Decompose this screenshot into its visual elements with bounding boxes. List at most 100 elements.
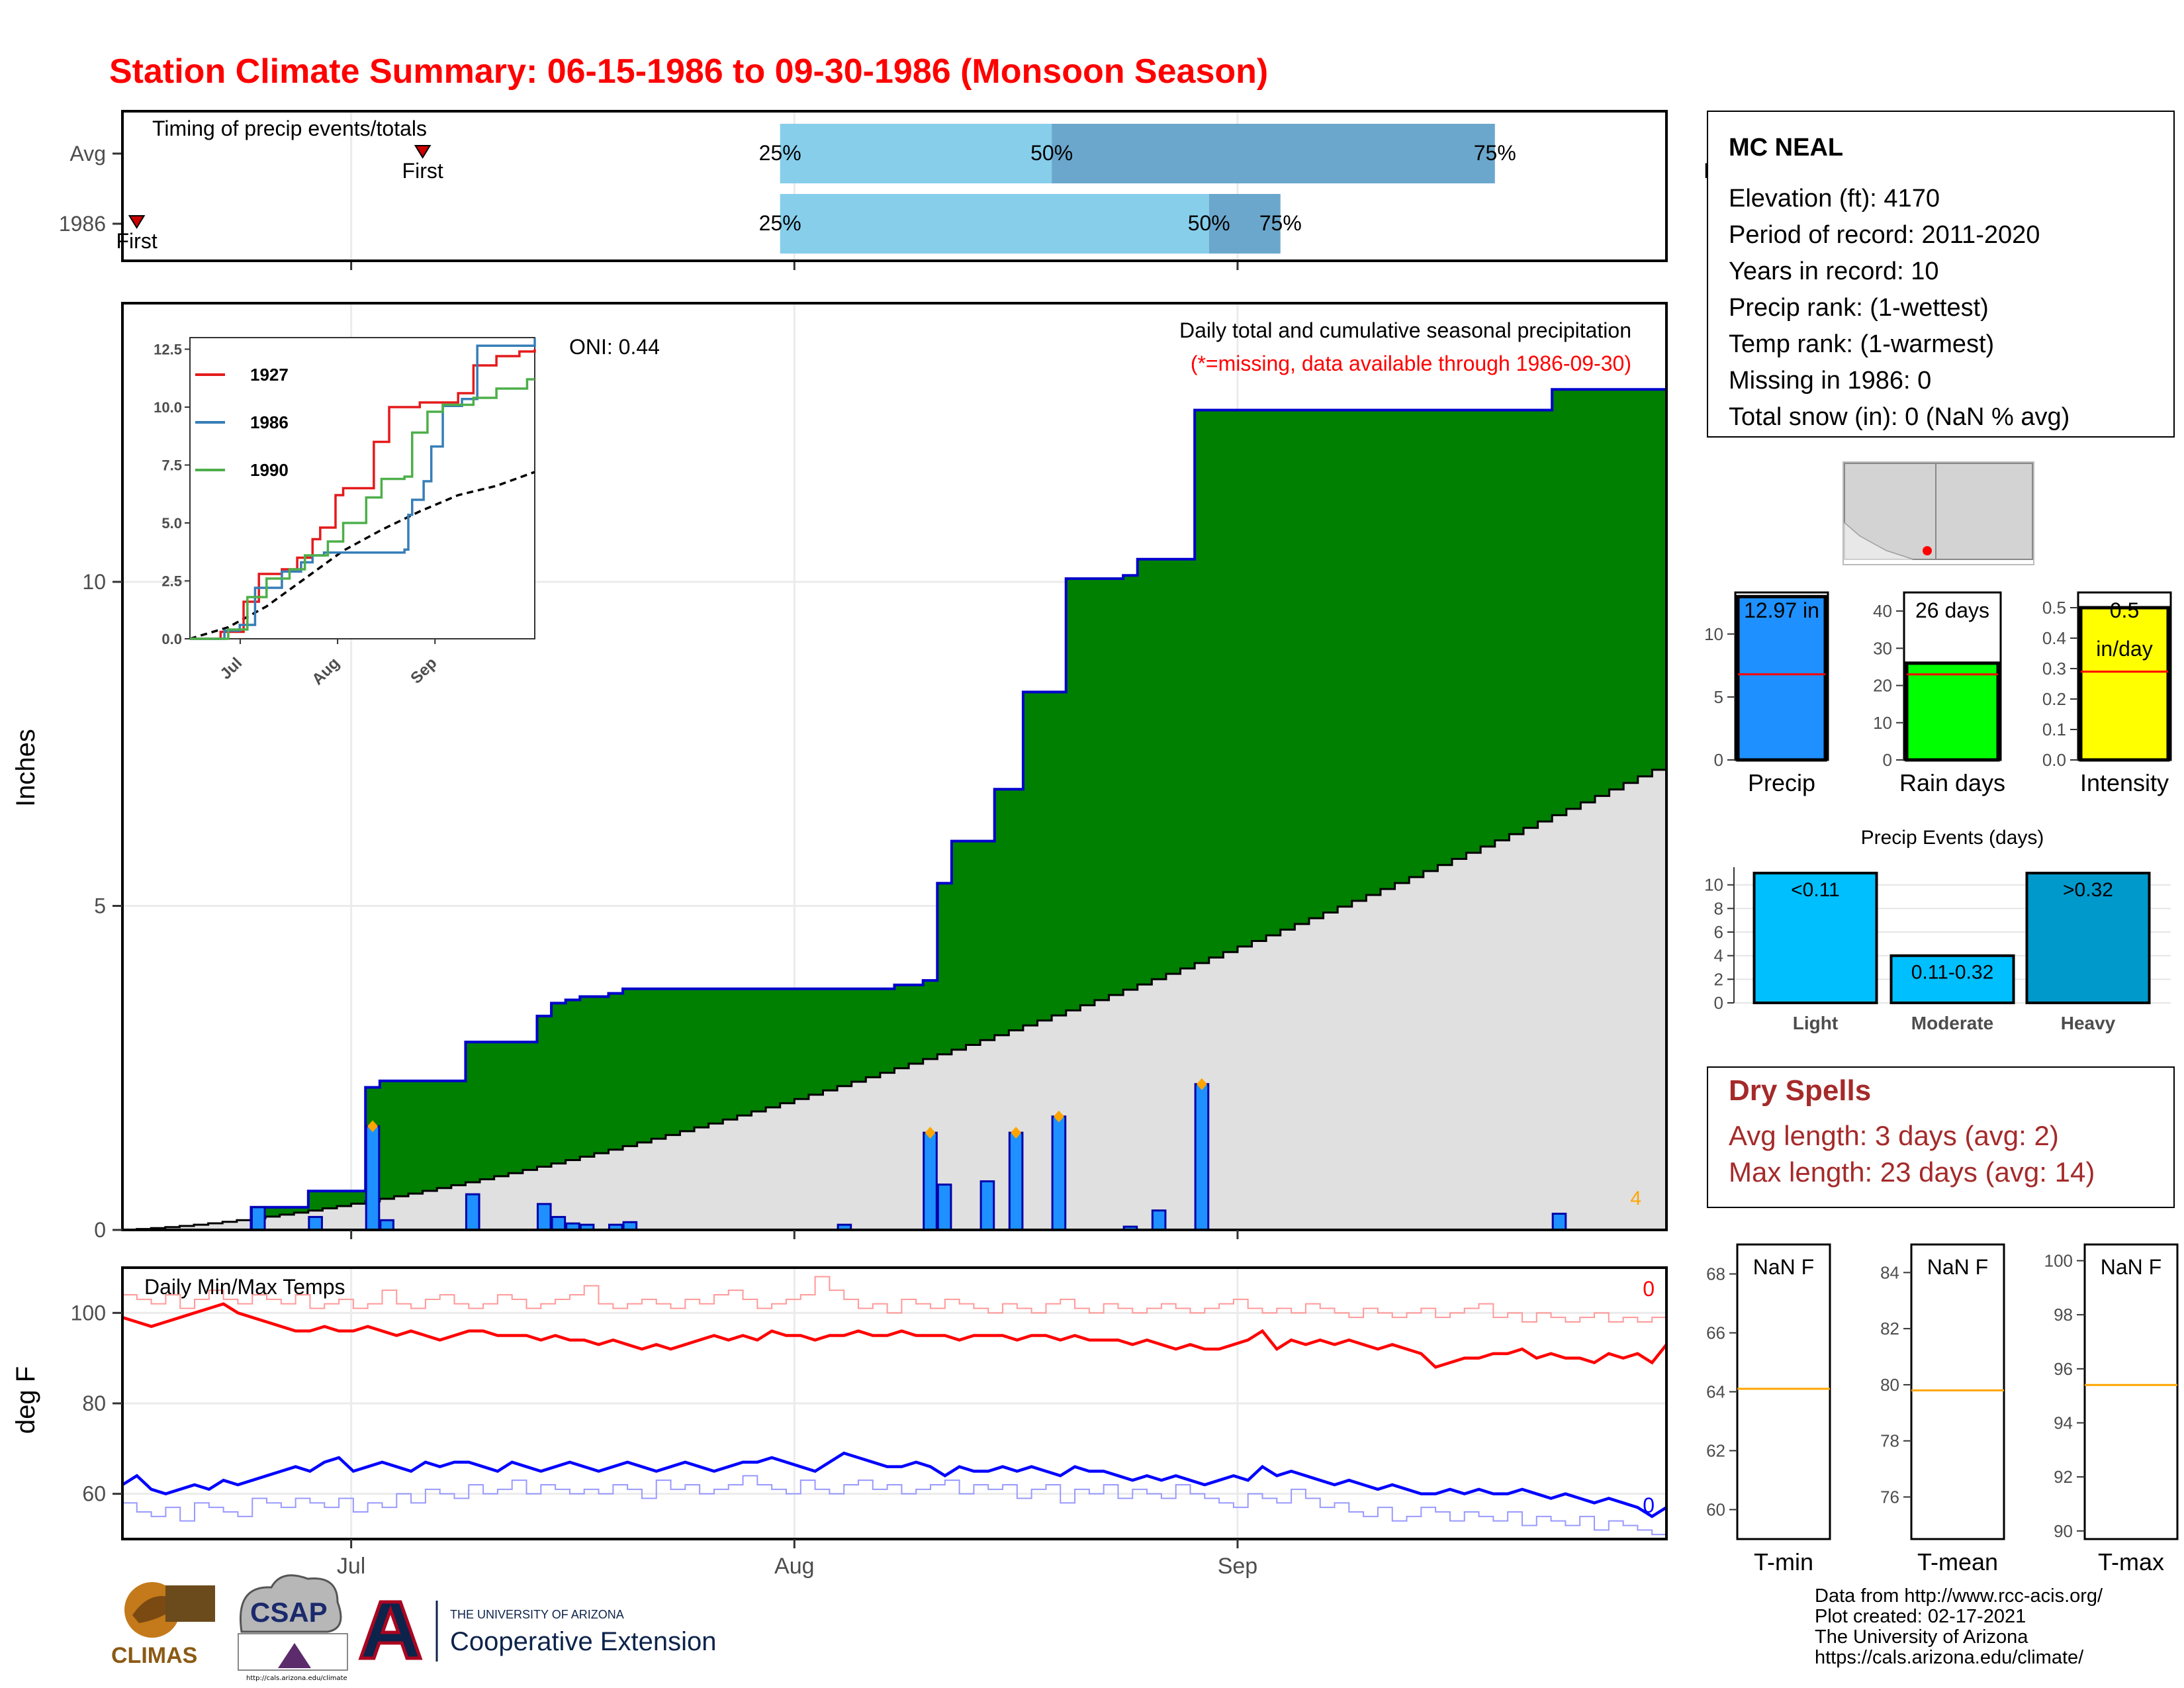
timing-row-label: Avg [69, 142, 106, 165]
inset-legend-label: 1927 [250, 365, 289, 385]
mini-value-label: 0.5 [2110, 598, 2139, 622]
precip-ytick-label: 5 [94, 894, 106, 917]
station-line-3: Precip rank: (1-wettest) [1729, 294, 1989, 322]
mini-ytick-label: 10 [1704, 624, 1723, 644]
inset-ytick-label: 0.0 [161, 631, 182, 647]
mini-category-label: Rain days [1899, 769, 2005, 796]
ua-a-icon [358, 1600, 423, 1660]
logo-strip: CLIMAS CSAP http://cals.arizona.edu/clim… [111, 1574, 716, 1682]
dry-spells-max: Max length: 23 days (avg: 14) [1729, 1156, 2095, 1188]
inset-ytick-label: 5.0 [161, 515, 182, 532]
temp-box-ytick-label: 92 [2054, 1467, 2073, 1487]
record-diamond-icon [1011, 1127, 1022, 1139]
temp-box-label: T-min [1754, 1548, 1813, 1575]
timing-p25-label: 25% [759, 211, 801, 235]
mini-value-bar [2079, 606, 2170, 762]
daily-precip-bar [379, 1219, 394, 1231]
temp-box-frame [2083, 1243, 2179, 1540]
record-diamond-icon [1196, 1078, 1207, 1090]
events-ytick-label: 4 [1714, 946, 1723, 966]
year-cumulative-line [122, 388, 1666, 1231]
mini-value-bar [1905, 661, 2000, 762]
temp-ytick-label: 80 [82, 1391, 106, 1415]
events-bar-label: <0.11 [1791, 879, 1840, 901]
timing-bar-25-50 [780, 194, 1209, 254]
mini-ytick-label: 0.1 [2042, 720, 2066, 739]
first-event-label: First [402, 159, 443, 183]
temp-box-ytick-label: 98 [2054, 1305, 2073, 1325]
daily-precip-bar [308, 1215, 323, 1231]
mini-value-label-unit: in/day [2096, 637, 2152, 661]
daily-precip-bar [465, 1193, 480, 1231]
mini-category-label: Precip [1748, 769, 1815, 796]
mini-ytick-label: 0 [1883, 750, 1892, 770]
precip-ytick-label: 10 [82, 570, 106, 594]
precip-panel-frame [121, 302, 1668, 1231]
daily-precip-bar [1194, 1083, 1210, 1231]
daily-precip-bar [1151, 1209, 1167, 1231]
mini-ytick-label: 0.2 [2042, 689, 2066, 709]
mini-ytick-label: 40 [1873, 601, 1892, 621]
station-line-2: Years in record: 10 [1729, 258, 1939, 285]
inset-legend-label: 1986 [250, 412, 289, 432]
timing-p75-label: 75% [1259, 211, 1302, 235]
temp-box-value-label: NaN F [2101, 1255, 2161, 1279]
station-location-dot [1923, 546, 1932, 555]
events-category-label: Moderate [1911, 1013, 1993, 1033]
tmax-missing: 0 [1643, 1277, 1655, 1301]
record-diamond-icon [367, 1120, 379, 1133]
inset-legend-label: 1990 [250, 460, 289, 480]
events-bar [1752, 871, 1878, 1005]
temp-box-ytick-label: 90 [2054, 1521, 2073, 1541]
csap-cloud-icon [240, 1574, 342, 1633]
timing-panel-frame [121, 110, 1668, 262]
dry-spells-box: Dry Spells Avg length: 3 days (avg: 2) M… [1707, 1066, 2175, 1208]
timing-p50-label: 50% [1188, 211, 1230, 235]
cumulative-area [122, 389, 1666, 1231]
precip-panel-title: Daily total and cumulative seasonal prec… [1179, 318, 1631, 342]
timing-label: Timing of precip events/totals [152, 117, 427, 140]
locator-map [1843, 461, 2034, 565]
daily-precip-bar [536, 1203, 552, 1231]
precip-panel: 0 5 10 Daily total and cumulative seasonal… [11, 302, 1668, 1242]
daily-precip-bar [551, 1215, 567, 1231]
daily-precip-bar [1551, 1213, 1567, 1231]
coop-text: Cooperative Extension [450, 1627, 716, 1656]
temp-box-frame [1736, 1243, 1831, 1540]
tmax-avg-line [122, 1276, 1667, 1323]
mini-ytick-label: 20 [1873, 676, 1892, 696]
temp-box-ytick-label: 68 [1706, 1264, 1725, 1284]
events-ytick-label: 8 [1714, 898, 1723, 918]
temp-ylabel: deg F [11, 1366, 40, 1434]
station-line-6: Total snow (in): 0 (NaN % avg) [1729, 403, 2070, 431]
temp-xtick-label: Aug [774, 1554, 815, 1579]
new-mexico-shape [1935, 463, 2033, 560]
temperature-boxes: 60 62 64 66 68 NaN F T-min 76 78 80 82 84 NaN F T-mea… [1706, 1243, 2179, 1575]
ua-small-text: THE UNIVERSITY OF ARIZONA [450, 1608, 624, 1621]
inset-ytick-label: 12.5 [154, 342, 182, 358]
temp-box-ytick-label: 76 [1880, 1487, 1899, 1507]
precip-events-panel: Precip Events (days) 0 2 4 6 8 10 <0.11 Light 0.1… [1704, 827, 2171, 1033]
timing-bar-50-75 [1208, 194, 1281, 254]
timing-p50-label: 50% [1030, 141, 1073, 165]
events-category-label: Heavy [2061, 1013, 2116, 1033]
daily-precip-bar [979, 1180, 995, 1231]
mini-value-bar [1736, 594, 1827, 762]
temp-box-label: T-mean [1917, 1548, 1998, 1575]
events-ytick-label: 2 [1714, 969, 1723, 989]
station-info-box: MC NEAL Elevation (ft): 4170 Period of r… [1707, 111, 2175, 438]
csap-mountain-icon [278, 1643, 311, 1668]
events-ytick-label: 0 [1714, 993, 1723, 1013]
daily-precip-bar [365, 1125, 381, 1231]
tmin-line [121, 1451, 1668, 1519]
events-bar-label: 0.11-0.32 [1911, 962, 1994, 984]
record-diamond-icon [925, 1127, 936, 1139]
station-line-5: Missing in 1986: 0 [1729, 367, 1931, 395]
dry-spells-frame [1707, 1066, 2175, 1208]
mexico-shape [1844, 522, 1913, 560]
average-cumulative-area [122, 769, 1666, 1230]
precip-ytick-label: 0 [94, 1218, 106, 1242]
temp-box-ytick-label: 64 [1706, 1382, 1725, 1402]
events-bar-label: >0.32 [2063, 879, 2113, 901]
